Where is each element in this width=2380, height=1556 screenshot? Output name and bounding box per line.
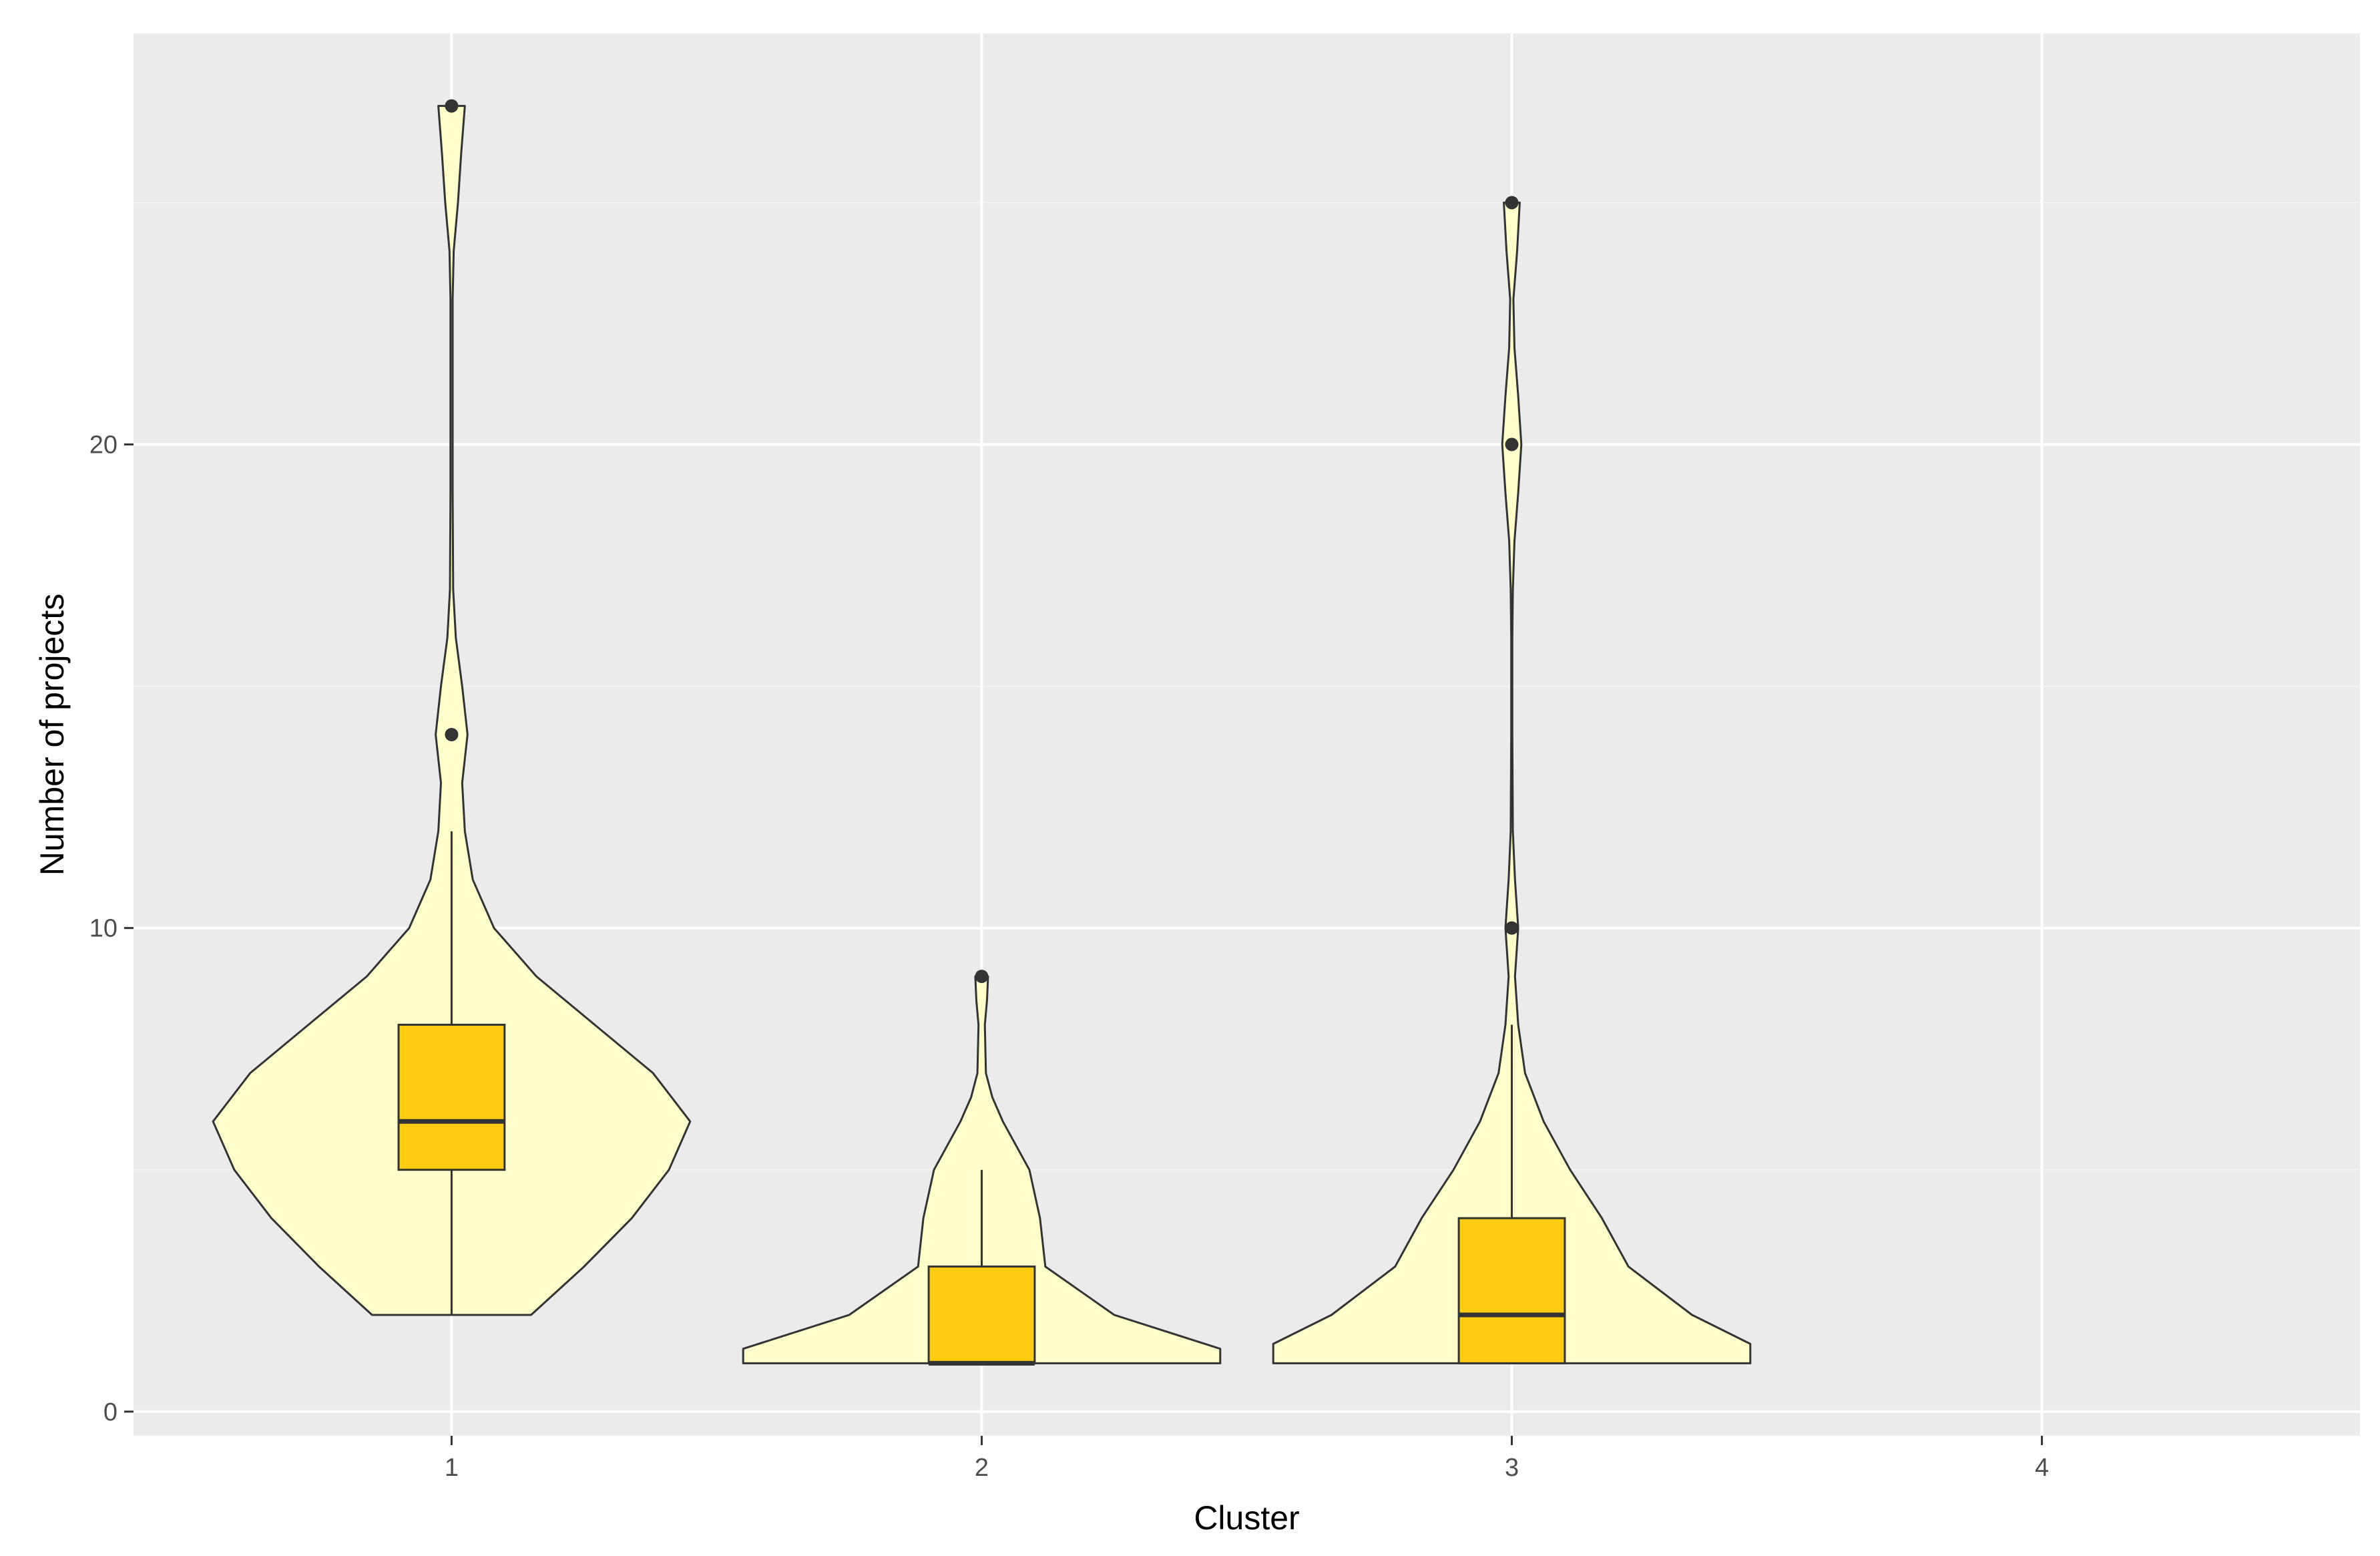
outlier-point [445,99,459,113]
box-3 [1457,1217,1566,1364]
x-tick-label: 2 [975,1454,989,1482]
y-tick-label: 0 [103,1398,117,1426]
y-axis-title: Number of projects [33,594,71,876]
outlier-point [1505,196,1519,210]
violin-1 [212,105,692,1316]
x-axis-title: Cluster [1194,1499,1299,1537]
outlier-point [1505,437,1519,451]
outlier-point [445,728,459,741]
x-tick-label: 4 [2035,1454,2049,1482]
outlier-point [1505,921,1519,935]
x-tick-label: 1 [445,1454,459,1482]
x-tick-label: 3 [1505,1454,1519,1482]
outlier-point [975,970,989,984]
violin-3 [1272,201,1752,1364]
box-1 [397,1023,506,1171]
box-2 [927,1266,1036,1364]
y-tick-label: 20 [89,431,117,459]
y-tick-label: 10 [89,915,117,943]
